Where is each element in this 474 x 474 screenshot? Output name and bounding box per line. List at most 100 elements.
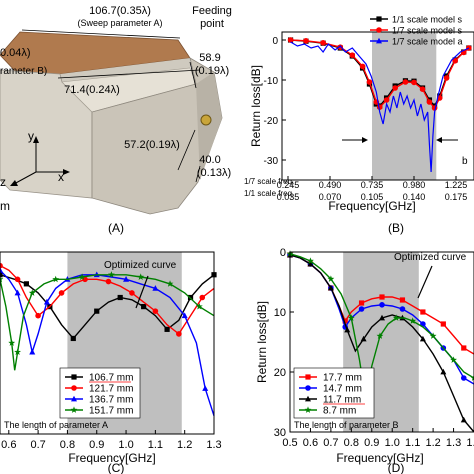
chart-b-ytick-label: -10 [264, 76, 279, 87]
chart-c-xtick-label: 1.1 [148, 439, 163, 451]
chart-c-xtick-label: 0.7 [30, 439, 45, 451]
chart-d-xtick-label: 1.0 [385, 437, 400, 449]
chart-d-xlabel: Frequency[GHz] [336, 451, 423, 465]
chart-d-ytick-label: 0 [280, 247, 286, 259]
chart-b-series-2-point [411, 79, 417, 86]
chart-b-series-2-point [402, 79, 409, 85]
chart-d-series-2-point [460, 375, 467, 381]
bw-arrow-right-head [436, 137, 442, 143]
chart-c-xtick-label: 1.3 [206, 439, 221, 451]
chart-b-scale-label-11: 1/1 scale freq. [244, 189, 294, 198]
label-589: 58.9 [199, 52, 220, 64]
chart-b-legend-label: 1/7 scale model s [392, 26, 463, 36]
dim-line-a [21, 29, 181, 39]
chart-d-series-4-point [450, 356, 457, 363]
chart-c-legend-label: 106.7 mm [89, 373, 133, 384]
chart-b-legend-marker [376, 27, 382, 33]
chart-c-xtick-label: 1.2 [177, 439, 192, 451]
chart-d-series-1-point [399, 297, 406, 303]
chart-b-legend-label: 1/7 scale model a [392, 37, 463, 47]
chart-c-series-1-point [23, 281, 29, 287]
chart-c-series-4-point [166, 280, 174, 287]
chart-c-series-2-point [199, 294, 206, 301]
chart-c-xlabel: Frequency[GHz] [68, 451, 155, 465]
chart-b-series-2-point [337, 44, 344, 50]
caption-a: (A) [108, 221, 124, 235]
feed-connector [200, 114, 212, 126]
label-length-a: 106.7(0.35λ) [89, 5, 151, 17]
chart-b-legend-label: 1/1 scale model s [392, 15, 463, 25]
chart-c-series-2-point [14, 276, 21, 283]
chart-d-series-3-point [344, 326, 351, 333]
chart-c-series-3-point [29, 348, 36, 355]
axis-z-label: z [0, 175, 6, 189]
chart-d-series-4-point [376, 332, 384, 339]
label-sweep-a: (Sweep parameter A) [77, 18, 162, 28]
chart-c-series-2-point [152, 308, 159, 314]
chart-c-series-3-point [14, 289, 21, 296]
chart-c-series-1-point [164, 326, 170, 332]
chart-d-series-4-point [429, 332, 437, 339]
chart-d-legend-label: 14.7 mm [323, 384, 362, 395]
label-feeding-1: Feeding [192, 5, 232, 17]
chart-b-ytick-label: -30 [264, 156, 279, 167]
chart-d-xtick-label: 0.8 [344, 437, 359, 449]
chart-d-legend-marker [305, 374, 311, 380]
caption-d: (D) [388, 461, 405, 474]
dim-line-572 [177, 129, 196, 171]
chart-b-xtick-label-17: 0.245 [277, 180, 300, 190]
chart-c-series-1-line [0, 274, 215, 340]
chart-c-annotation: Optimized curve [104, 260, 177, 271]
chart-c-xtick-label: 0.6 [1, 439, 16, 451]
chart-d-xtick-label: 1.4 [466, 437, 474, 449]
chart-d-series-1-point [358, 300, 365, 306]
chart-d-series-4-point [392, 314, 400, 321]
chart-d-series-3-point [440, 368, 447, 375]
chart-c-series-4-point [52, 275, 60, 283]
chart-d-legend-marker [304, 406, 312, 413]
chart-b-xtick-label-17: 0.735 [361, 180, 384, 190]
chart-d-series-4-point [470, 374, 474, 381]
chart-d-legend-marker [305, 385, 311, 391]
chart-c: 0.6 0.7 0.8 0.9 1.0 1.1 1.2 1.3 Frequency[GHz] … [0, 251, 222, 465]
chart-d-xtick-label: 0.5 [282, 437, 297, 449]
label-feeding-2: point [200, 18, 224, 30]
chart-b-series-2-point [452, 58, 458, 64]
chart-d-annotation-arrow [417, 265, 433, 299]
chart-c-series-1-point [94, 308, 100, 314]
label-714: 71.4(0.24λ) [64, 84, 120, 96]
chart-c-series-2-point [0, 262, 3, 269]
chart-d-series-2-point [399, 306, 406, 312]
chart-d-xtick-label: 0.7 [323, 437, 338, 449]
chart-b-xtick-label-17: 0.490 [319, 180, 342, 190]
chart-d-xtick-label: 0.9 [364, 437, 379, 449]
chart-c-legend-marker [71, 395, 77, 402]
bw-arrow-left-head [362, 137, 368, 143]
chart-c-series-2-point [129, 290, 135, 296]
chart-d-xtick-label: 1.3 [446, 437, 461, 449]
chart-c-series-4-point [8, 339, 16, 346]
chart-b-series-2-point [366, 79, 373, 85]
label-40b: (0.13λ) [197, 167, 231, 179]
chart-c-series-4-point [0, 275, 4, 283]
chart-d-xtick-label: 1.2 [425, 437, 440, 449]
chart-b-series-2-point [303, 38, 309, 44]
chart-c-series-1-point [117, 294, 123, 301]
chart-b-series-2-point [426, 99, 433, 105]
chart-c-series-4-point [137, 273, 145, 280]
chart-d-series-2-point [379, 302, 385, 308]
chart-d-series-4-point [409, 317, 417, 324]
chart-b-series-2-point [383, 97, 390, 103]
label-572: 57.2(0.19λ) [124, 139, 180, 151]
chart-c-series-2-point [58, 290, 65, 296]
chart-d-annotation: Optimized curve [394, 252, 467, 263]
label-40: 40.0 [199, 154, 220, 166]
chart-b-xtick-label-11: 0.175 [445, 192, 468, 202]
chart-b-legend-marker [376, 37, 382, 44]
chart-d: 0 10 20 30 0.5 0.6 0.7 0.8 0.9 1.0 1.1 1.2 1.3 1.4 F… [255, 247, 474, 465]
chart-b-legend: 1/1 scale model s1/7 scale model s1/7 sc… [370, 15, 463, 47]
chart-c-series-1-point [141, 304, 147, 310]
chart-c-legend-marker [70, 406, 78, 413]
chart-d-series-3-point [379, 314, 385, 321]
